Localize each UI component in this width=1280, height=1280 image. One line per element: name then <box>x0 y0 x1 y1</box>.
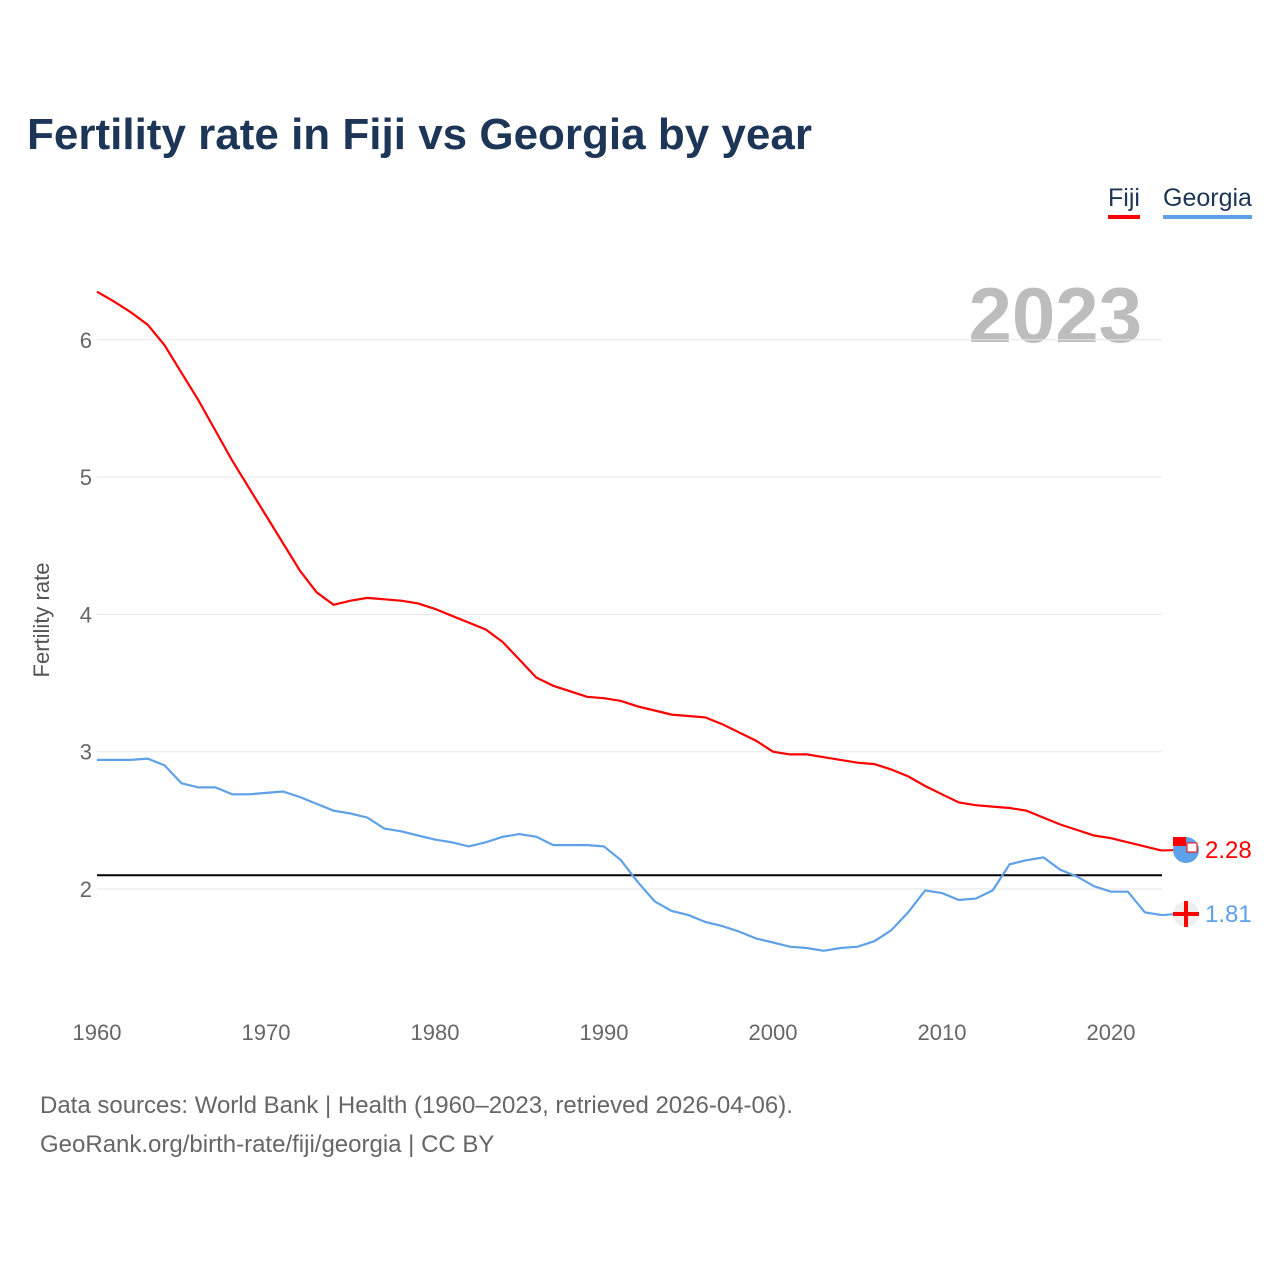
series-line-fiji <box>96 290 1162 852</box>
fiji-flag-shield <box>1186 842 1198 853</box>
fiji-flag-union <box>1173 837 1186 846</box>
source-note: Data sources: World Bank | Health (1960–… <box>40 1086 793 1164</box>
georgia-flag-cross-h <box>1173 912 1199 916</box>
y-tick-label: 2 <box>80 877 92 902</box>
y-tick-label: 4 <box>80 602 92 627</box>
x-tick-label: 1990 <box>580 1020 629 1045</box>
year-label: 2023 <box>968 271 1142 359</box>
y-tick-label: 5 <box>80 465 92 490</box>
x-tick-label: 2010 <box>918 1020 967 1045</box>
legend-fiji[interactable]: Fiji <box>1108 184 1140 219</box>
end-value-label-fiji: 2.28 <box>1205 837 1252 864</box>
x-tick-label: 1980 <box>411 1020 460 1045</box>
x-tick-label: 1960 <box>73 1020 122 1045</box>
chart-title: Fertility rate in Fiji vs Georgia by yea… <box>27 110 812 159</box>
legend-georgia[interactable]: Georgia <box>1163 184 1252 219</box>
source-line-1: Data sources: World Bank | Health (1960–… <box>40 1092 793 1119</box>
series-line-georgia <box>97 757 1162 952</box>
end-value-label-georgia: 1.81 <box>1205 901 1252 928</box>
x-tick-label: 2000 <box>749 1020 798 1045</box>
x-tick-label: 2020 <box>1087 1020 1136 1045</box>
y-tick-label: 3 <box>80 740 92 765</box>
x-tick-label: 1970 <box>242 1020 291 1045</box>
source-line-2[interactable]: GeoRank.org/birth-rate/fiji/georgia | CC… <box>40 1131 495 1158</box>
y-tick-label: 6 <box>80 328 92 353</box>
